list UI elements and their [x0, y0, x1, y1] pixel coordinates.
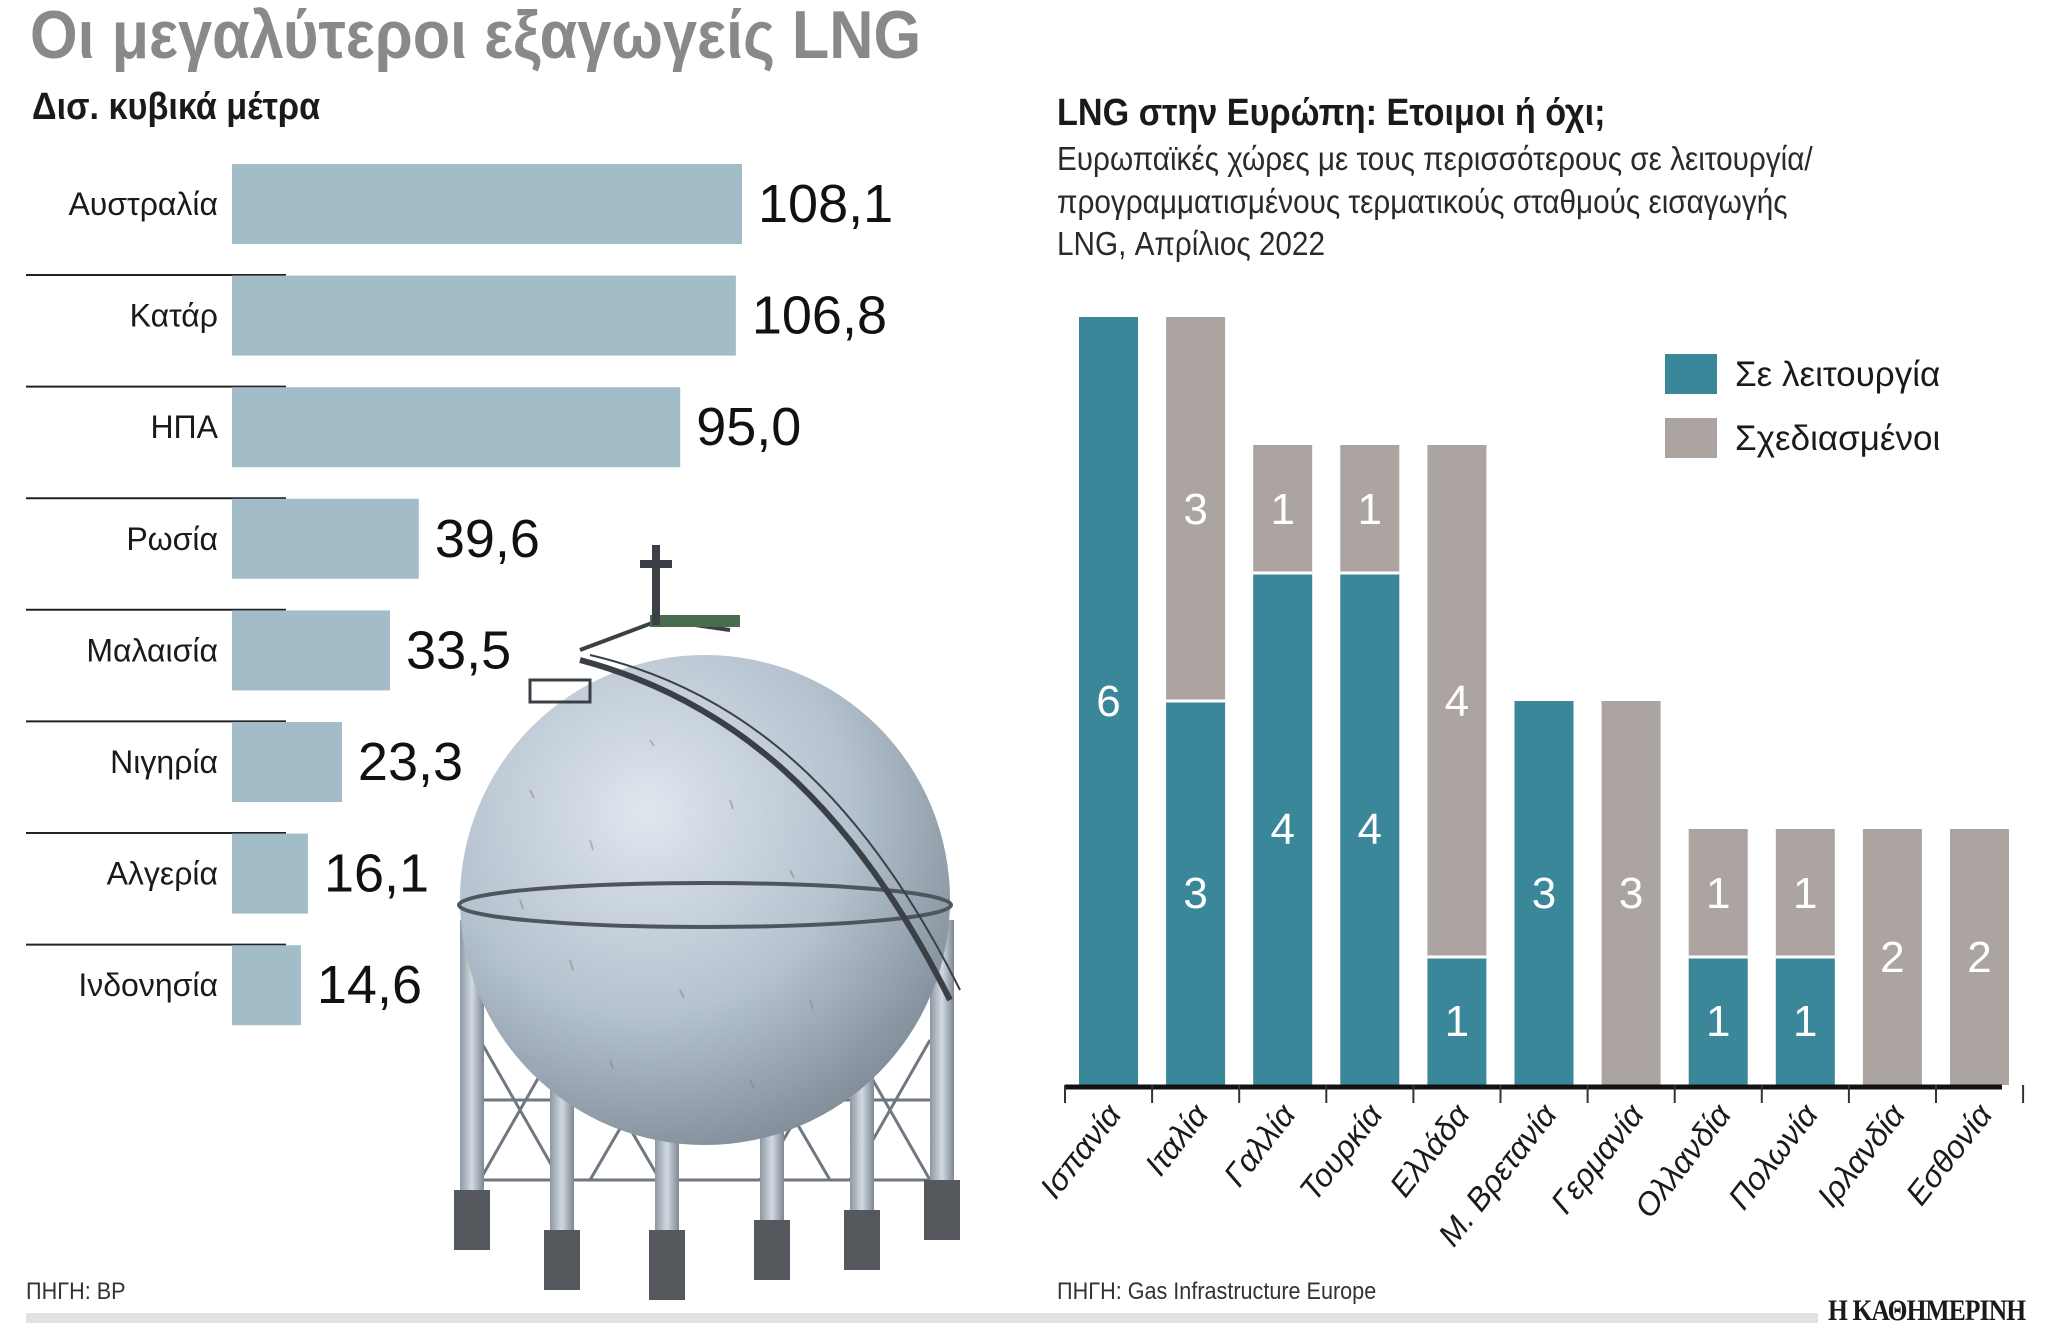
bar-segment-operating — [1427, 957, 1487, 1085]
value-label: 33,5 — [406, 620, 511, 680]
europe-terminals-stacked-chart: 6 Ισπανία 3 3 Ιταλία 4 1 Γαλλία 4 1 Τουρκία 1 4 Ελλάδ… — [1040, 317, 2025, 1253]
category-label: Ιρλανδία — [1810, 1097, 1913, 1214]
value-label: 106,8 — [752, 286, 887, 346]
bar-segment-planned — [1427, 445, 1487, 957]
bar-segment-planned — [1601, 701, 1661, 1085]
category-label: Ελλάδα — [1382, 1097, 1477, 1204]
bar — [232, 498, 419, 579]
publisher-logo: Η ΚΑΘΗΜΕΡΙΝΗ — [1828, 1294, 2026, 1327]
legend-label: Σχεδιασμένοι — [1735, 419, 1940, 458]
bar-segment-planned — [1950, 829, 2009, 1085]
segment-value-label: 1 — [1706, 869, 1730, 918]
bar-segment-planned — [1340, 445, 1400, 573]
tank-mast — [652, 545, 660, 625]
bar — [232, 945, 301, 1026]
bar-segment-operating — [1253, 573, 1313, 1085]
segment-value-label: 2 — [1880, 933, 1904, 982]
bar — [232, 610, 391, 691]
bar-segment-operating — [1340, 573, 1400, 1085]
main-title: Οι μεγαλύτεροι εξαγωγείς LNG — [30, 0, 922, 73]
bar — [232, 833, 308, 914]
left-source: ΠΗΓΗ: BP — [26, 1278, 126, 1305]
bar-segment-planned — [1253, 445, 1313, 573]
segment-value-label: 6 — [1096, 677, 1120, 726]
right-chart-subtitle-line: Ευρωπαϊκές χώρες με τους περισσότερους σ… — [1057, 140, 1813, 177]
category-label: ΗΠΑ — [150, 409, 218, 445]
right-source: ΠΗΓΗ: Gas Infrastructure Europe — [1057, 1278, 1377, 1305]
left-chart-unit: Δισ. κυβικά μέτρα — [32, 86, 321, 128]
value-label: 23,3 — [358, 732, 463, 792]
lng-tank-illustration — [454, 545, 961, 1300]
segment-value-label: 1 — [1706, 997, 1730, 1046]
bar-segment-planned — [1775, 829, 1835, 957]
category-label: Ιταλία — [1138, 1097, 1216, 1183]
segment-value-label: 3 — [1183, 485, 1207, 534]
value-label: 14,6 — [317, 955, 422, 1015]
bar-segment-operating — [1166, 701, 1226, 1085]
value-label: 16,1 — [324, 844, 429, 904]
right-chart-title: LNG στην Ευρώπη: Ετοιμοι ή όχι; — [1057, 92, 1606, 134]
right-chart-subtitle-line: LNG, Απρίλιος 2022 — [1057, 225, 1325, 262]
exporters-bar-chart: Αυστραλία 108,1 Κατάρ 106,8 ΗΠΑ 95,0 Ρωσία 39,6… — [26, 164, 893, 1026]
category-label: Γαλλία — [1216, 1097, 1302, 1193]
legend-swatch — [1665, 418, 1717, 458]
right-chart-subtitle-line: προγραμματισμένους τερματικούς σταθμούς … — [1057, 183, 1788, 220]
segment-value-label: 4 — [1445, 677, 1469, 726]
segment-value-label: 4 — [1358, 805, 1382, 854]
bar-segment-operating — [1688, 957, 1748, 1085]
legend-swatch — [1665, 354, 1717, 394]
bar — [232, 164, 742, 244]
bar-segment-operating — [1079, 317, 1138, 1085]
category-label: Τουρκία — [1292, 1097, 1390, 1208]
category-label: Κατάρ — [130, 298, 218, 334]
legend-label: Σε λειτουργία — [1735, 355, 1940, 394]
bar-segment-planned — [1688, 829, 1748, 957]
segment-value-label: 1 — [1793, 869, 1817, 918]
category-label: Ισπανία — [1040, 1097, 1128, 1205]
segment-value-label: 1 — [1358, 485, 1382, 534]
category-label: Ρωσία — [126, 521, 218, 557]
bar-segment-operating — [1775, 957, 1835, 1085]
category-label: Αλγερία — [107, 856, 218, 892]
bar-segment-planned — [1166, 317, 1226, 701]
segment-value-label: 1 — [1270, 485, 1294, 534]
category-label: Νιγηρία — [110, 744, 218, 780]
bar — [232, 722, 342, 802]
category-label: Μαλαισία — [86, 632, 218, 668]
segment-value-label: 1 — [1445, 997, 1469, 1046]
footer-band — [26, 1313, 1818, 1323]
segment-value-label: 3 — [1183, 869, 1207, 918]
bar — [232, 275, 736, 356]
category-label: Ινδονησία — [78, 967, 218, 1003]
tank-sphere — [460, 655, 950, 1145]
segment-value-label: 3 — [1532, 869, 1556, 918]
value-label: 95,0 — [696, 397, 801, 457]
segment-value-label: 1 — [1793, 997, 1817, 1046]
bar-segment-operating — [1514, 701, 1574, 1085]
segment-value-label: 2 — [1967, 933, 1991, 982]
category-label: Εσθονία — [1899, 1097, 2000, 1212]
category-label: Αυστραλία — [68, 186, 218, 222]
value-label: 39,6 — [435, 509, 540, 569]
bar-segment-planned — [1862, 829, 1922, 1085]
category-label: Πολωνία — [1721, 1097, 1825, 1216]
segment-value-label: 3 — [1619, 869, 1643, 918]
segment-value-label: 4 — [1270, 805, 1294, 854]
bar — [232, 387, 681, 468]
value-label: 108,1 — [758, 174, 893, 234]
